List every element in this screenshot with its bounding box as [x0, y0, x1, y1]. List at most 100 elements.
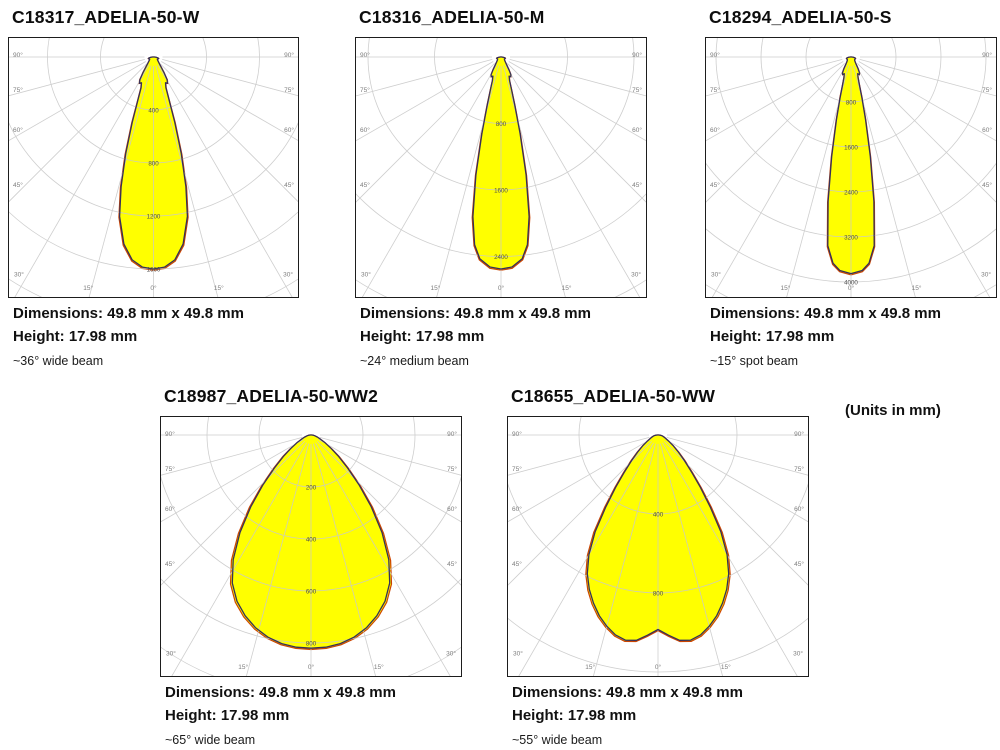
chart-title: C18294_ADELIA-50-S [709, 7, 892, 27]
svg-text:15°: 15° [721, 663, 731, 671]
units-note: (Units in mm) [845, 402, 941, 419]
svg-text:90°: 90° [512, 430, 522, 438]
svg-text:75°: 75° [982, 86, 992, 94]
svg-text:75°: 75° [13, 86, 23, 94]
beam-note: ~36° wide beam [13, 354, 104, 368]
svg-text:400: 400 [306, 536, 317, 543]
dimensions-text: Dimensions: 49.8 mm x 49.8 mm [360, 305, 591, 322]
beam-note: ~55° wide beam [512, 733, 603, 747]
svg-text:60°: 60° [710, 126, 720, 134]
svg-text:60°: 60° [794, 505, 804, 513]
chart-title: C18316_ADELIA-50-M [359, 7, 545, 27]
svg-text:60°: 60° [512, 505, 522, 513]
svg-text:30°: 30° [711, 270, 721, 278]
svg-text:1600: 1600 [844, 144, 858, 151]
svg-text:400: 400 [653, 511, 664, 518]
svg-text:30°: 30° [631, 270, 641, 278]
beam-note: ~65° wide beam [165, 733, 256, 747]
height-text: Height: 17.98 mm [13, 328, 138, 345]
svg-text:75°: 75° [632, 86, 642, 94]
svg-text:1200: 1200 [147, 213, 161, 220]
svg-text:800: 800 [148, 160, 159, 167]
svg-text:45°: 45° [710, 181, 720, 189]
svg-text:15°: 15° [431, 284, 441, 292]
svg-text:30°: 30° [14, 270, 24, 278]
svg-text:75°: 75° [284, 86, 294, 94]
svg-text:45°: 45° [794, 560, 804, 568]
svg-text:15°: 15° [83, 284, 93, 292]
svg-text:90°: 90° [165, 430, 175, 438]
chart-title: C18317_ADELIA-50-W [12, 7, 200, 27]
svg-text:90°: 90° [284, 51, 294, 59]
svg-text:30°: 30° [283, 270, 293, 278]
svg-text:15°: 15° [374, 663, 384, 671]
svg-text:90°: 90° [447, 430, 457, 438]
svg-text:30°: 30° [793, 649, 803, 657]
svg-text:60°: 60° [165, 505, 175, 513]
svg-text:90°: 90° [13, 51, 23, 59]
height-text: Height: 17.98 mm [360, 328, 485, 345]
svg-text:45°: 45° [284, 181, 294, 189]
chart-card-adelia-50-ww: C18655_ADELIA-50-WW 400 800 90° 90° 75° 75° 60… [507, 386, 809, 747]
polar-chart-adelia-50-w: 400 800 1200 1600 90° 90° 75° 75° 60° 60° 45° 45° 30… [8, 37, 299, 298]
svg-text:0°: 0° [308, 663, 315, 671]
svg-text:15°: 15° [562, 284, 572, 292]
svg-text:600: 600 [306, 588, 317, 595]
svg-text:75°: 75° [360, 86, 370, 94]
svg-text:60°: 60° [632, 126, 642, 134]
chart-card-adelia-50-w: C18317_ADELIA-50-W 400 800 1200 1600 90° 90° 7… [8, 7, 299, 368]
polar-chart-adelia-50-s: 800 1600 2400 3200 4000 90° 90° 75° 75° 60° 60° 45°… [705, 37, 997, 298]
svg-text:60°: 60° [284, 126, 294, 134]
svg-text:0°: 0° [655, 663, 662, 671]
dimensions-text: Dimensions: 49.8 mm x 49.8 mm [710, 305, 941, 322]
svg-text:45°: 45° [360, 181, 370, 189]
svg-text:60°: 60° [447, 505, 457, 513]
polar-chart-adelia-50-ww: 400 800 90° 90° 75° 75° 60° 60° 45° 45° 30° 30° 15° 1… [507, 416, 809, 677]
dimensions-text: Dimensions: 49.8 mm x 49.8 mm [512, 684, 743, 701]
height-text: Height: 17.98 mm [710, 328, 835, 345]
svg-text:30°: 30° [446, 649, 456, 657]
height-text: Height: 17.98 mm [165, 707, 290, 724]
svg-text:90°: 90° [794, 430, 804, 438]
svg-text:0°: 0° [498, 284, 505, 292]
beam-note: ~15° spot beam [710, 354, 799, 368]
polar-chart-adelia-50-ww2: 200 400 600 800 90° 90° 75° 75° 60° 60° 45° 45° 30° 3… [160, 416, 462, 677]
svg-text:0°: 0° [848, 284, 855, 292]
svg-text:800: 800 [846, 99, 857, 106]
svg-text:2400: 2400 [844, 189, 858, 196]
svg-text:200: 200 [306, 484, 317, 491]
svg-text:30°: 30° [361, 270, 371, 278]
svg-text:3200: 3200 [844, 234, 858, 241]
svg-text:45°: 45° [165, 560, 175, 568]
chart-card-adelia-50-s: C18294_ADELIA-50-S 800 1600 2400 3200 4000 90… [705, 7, 997, 368]
svg-text:0°: 0° [150, 284, 157, 292]
svg-text:800: 800 [496, 121, 507, 128]
svg-text:45°: 45° [632, 181, 642, 189]
polar-chart-adelia-50-m: 800 1600 2400 90° 90° 75° 75° 60° 60° 45° 45° 30° 30… [355, 37, 647, 298]
svg-text:75°: 75° [512, 465, 522, 473]
svg-text:60°: 60° [360, 126, 370, 134]
svg-text:90°: 90° [360, 51, 370, 59]
svg-text:800: 800 [653, 590, 664, 597]
svg-text:15°: 15° [585, 663, 595, 671]
svg-text:45°: 45° [13, 181, 23, 189]
svg-text:400: 400 [148, 107, 159, 114]
svg-text:1600: 1600 [147, 266, 161, 273]
chart-title: C18987_ADELIA-50-WW2 [164, 386, 379, 406]
svg-text:45°: 45° [512, 560, 522, 568]
svg-text:15°: 15° [214, 284, 224, 292]
svg-text:90°: 90° [710, 51, 720, 59]
svg-text:45°: 45° [982, 181, 992, 189]
dimensions-text: Dimensions: 49.8 mm x 49.8 mm [13, 305, 244, 322]
svg-text:90°: 90° [632, 51, 642, 59]
svg-text:15°: 15° [781, 284, 791, 292]
dimensions-text: Dimensions: 49.8 mm x 49.8 mm [165, 684, 396, 701]
svg-text:60°: 60° [13, 126, 23, 134]
svg-text:30°: 30° [513, 649, 523, 657]
svg-text:1600: 1600 [494, 187, 508, 194]
svg-text:90°: 90° [982, 51, 992, 59]
svg-text:800: 800 [306, 640, 317, 647]
svg-text:15°: 15° [912, 284, 922, 292]
svg-text:75°: 75° [710, 86, 720, 94]
